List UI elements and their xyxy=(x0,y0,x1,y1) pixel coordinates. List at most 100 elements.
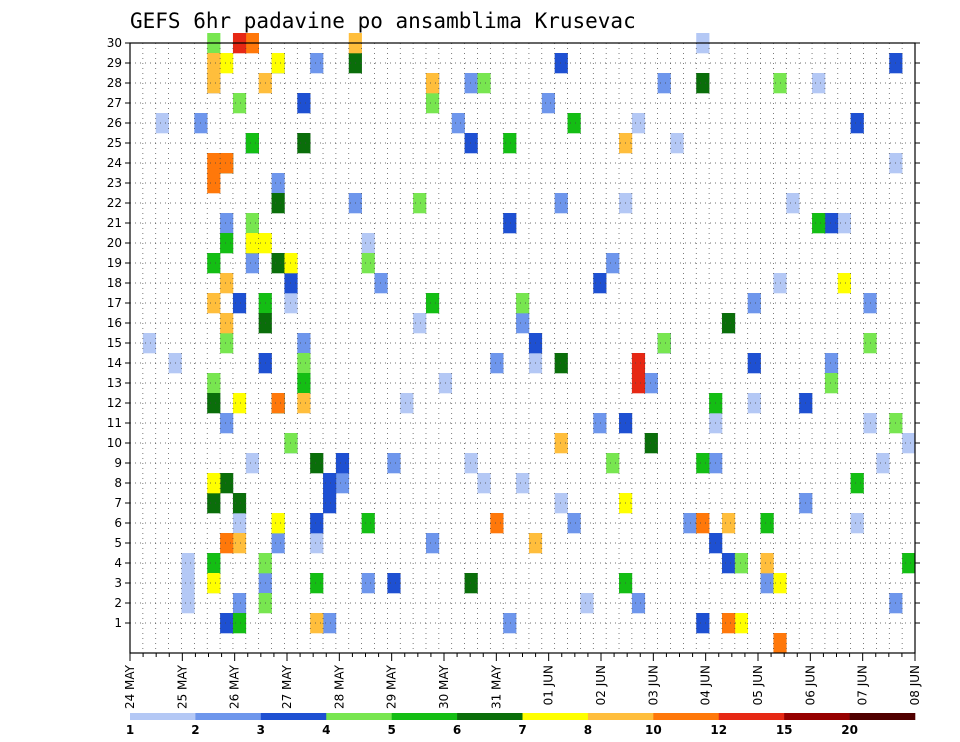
colorbar-tick-label: 5 xyxy=(387,723,395,737)
heat-cell xyxy=(361,573,375,594)
colorbar-tick-label: 2 xyxy=(191,723,199,737)
heat-cell xyxy=(490,353,504,374)
x-tick-label: 31 MAY xyxy=(489,664,503,709)
heat-cell xyxy=(451,113,465,134)
y-tick-label: 20 xyxy=(107,236,122,250)
heat-cell xyxy=(580,593,594,614)
heat-cell xyxy=(220,273,234,294)
heat-cell xyxy=(683,513,697,534)
y-tick-label: 4 xyxy=(114,556,122,570)
heat-cell xyxy=(734,553,749,574)
heat-cell xyxy=(297,333,311,354)
heat-cell xyxy=(232,533,247,554)
heat-cell xyxy=(361,233,375,254)
heat-cell xyxy=(284,293,298,314)
y-tick-label: 6 xyxy=(114,516,122,530)
heat-cell xyxy=(220,233,234,254)
heat-cell xyxy=(310,53,324,74)
y-tick-label: 5 xyxy=(114,536,122,550)
x-tick-label: 24 MAY xyxy=(123,664,137,709)
heat-cell xyxy=(554,53,568,74)
colorbar-legend: 1 2 3 4 5 6 7 8 10 12 15 20 xyxy=(126,713,916,737)
heat-cell xyxy=(850,473,864,494)
y-tick-label: 3 xyxy=(114,576,122,590)
colorbar-tick-label: 12 xyxy=(710,723,727,737)
heat-cell xyxy=(503,213,517,234)
heat-cell xyxy=(837,273,851,294)
heat-cell xyxy=(207,153,221,174)
heat-cell xyxy=(271,173,285,194)
heat-cell xyxy=(297,373,311,394)
heat-cell xyxy=(824,213,839,234)
colorbar-tick-label: 3 xyxy=(257,723,265,737)
heat-cell xyxy=(657,73,671,94)
y-tick-label: 25 xyxy=(107,136,122,150)
heat-cell xyxy=(142,333,157,354)
heat-cell xyxy=(850,513,864,534)
heat-cell xyxy=(670,133,684,154)
heat-cell xyxy=(516,293,530,314)
heat-cell xyxy=(876,453,890,474)
colorbar-swatch xyxy=(391,713,458,720)
heat-cell xyxy=(310,613,324,634)
x-tick-label: 30 MAY xyxy=(437,664,451,709)
heat-cell xyxy=(425,93,440,114)
heat-cell xyxy=(490,513,504,534)
heat-cell xyxy=(760,553,774,574)
y-tick-label: 10 xyxy=(107,436,122,450)
y-tick-label: 11 xyxy=(107,416,122,430)
heat-cell xyxy=(400,393,414,414)
heat-cell xyxy=(232,493,247,514)
heat-cell xyxy=(207,253,221,274)
heat-cell xyxy=(207,173,221,194)
chart-title: GEFS 6hr padavine po ansamblima Krusevac xyxy=(130,9,636,33)
heat-cell xyxy=(245,253,259,274)
y-tick-label: 22 xyxy=(107,196,122,210)
heat-cell xyxy=(696,613,710,634)
y-tick-label: 16 xyxy=(107,316,122,330)
colorbar-swatch xyxy=(260,713,327,720)
heat-cell xyxy=(721,313,736,334)
heat-cell xyxy=(747,293,761,314)
heat-cell xyxy=(387,573,401,594)
heat-cell xyxy=(593,413,607,434)
heat-cell xyxy=(516,313,530,334)
heat-cell xyxy=(631,353,646,374)
heat-cell xyxy=(387,453,401,474)
heat-cell xyxy=(657,333,671,354)
y-tick-label: 9 xyxy=(114,456,122,470)
heat-cell xyxy=(812,73,826,94)
colorbar-tick-label: 1 xyxy=(126,723,134,737)
x-tick-label: 27 MAY xyxy=(280,664,294,709)
heat-cell xyxy=(464,453,478,474)
heat-cell xyxy=(232,93,247,114)
heat-cell xyxy=(207,493,221,514)
heat-cell xyxy=(824,373,839,394)
heat-cell xyxy=(631,593,646,614)
colorbar-swatch xyxy=(130,713,196,720)
y-tick-label: 18 xyxy=(107,276,122,290)
colorbar-swatch xyxy=(326,713,392,720)
heat-cell xyxy=(232,293,247,314)
y-tick-label: 29 xyxy=(107,56,122,70)
heat-cell xyxy=(503,613,517,634)
y-tick-label: 1 xyxy=(114,616,122,630)
heat-cell xyxy=(902,553,916,574)
y-tick-label: 21 xyxy=(107,216,122,230)
x-tick-label: 02 JUN xyxy=(594,665,608,705)
heat-cell xyxy=(425,533,440,554)
x-tick-label: 06 JUN xyxy=(803,665,817,705)
heat-cell xyxy=(220,313,234,334)
y-axis: 1234567891011121314151617181920212223242… xyxy=(107,36,920,630)
heat-cell xyxy=(271,53,285,74)
heat-cell xyxy=(220,333,234,354)
heat-cell xyxy=(516,473,530,494)
x-tick-label: 04 JUN xyxy=(699,665,713,705)
y-tick-label: 2 xyxy=(114,596,122,610)
colorbar-swatch xyxy=(784,713,850,720)
heat-cell xyxy=(696,513,710,534)
heat-cell xyxy=(477,473,491,494)
heat-cell xyxy=(425,73,440,94)
heat-cell xyxy=(297,93,311,114)
heat-cell xyxy=(220,413,234,434)
